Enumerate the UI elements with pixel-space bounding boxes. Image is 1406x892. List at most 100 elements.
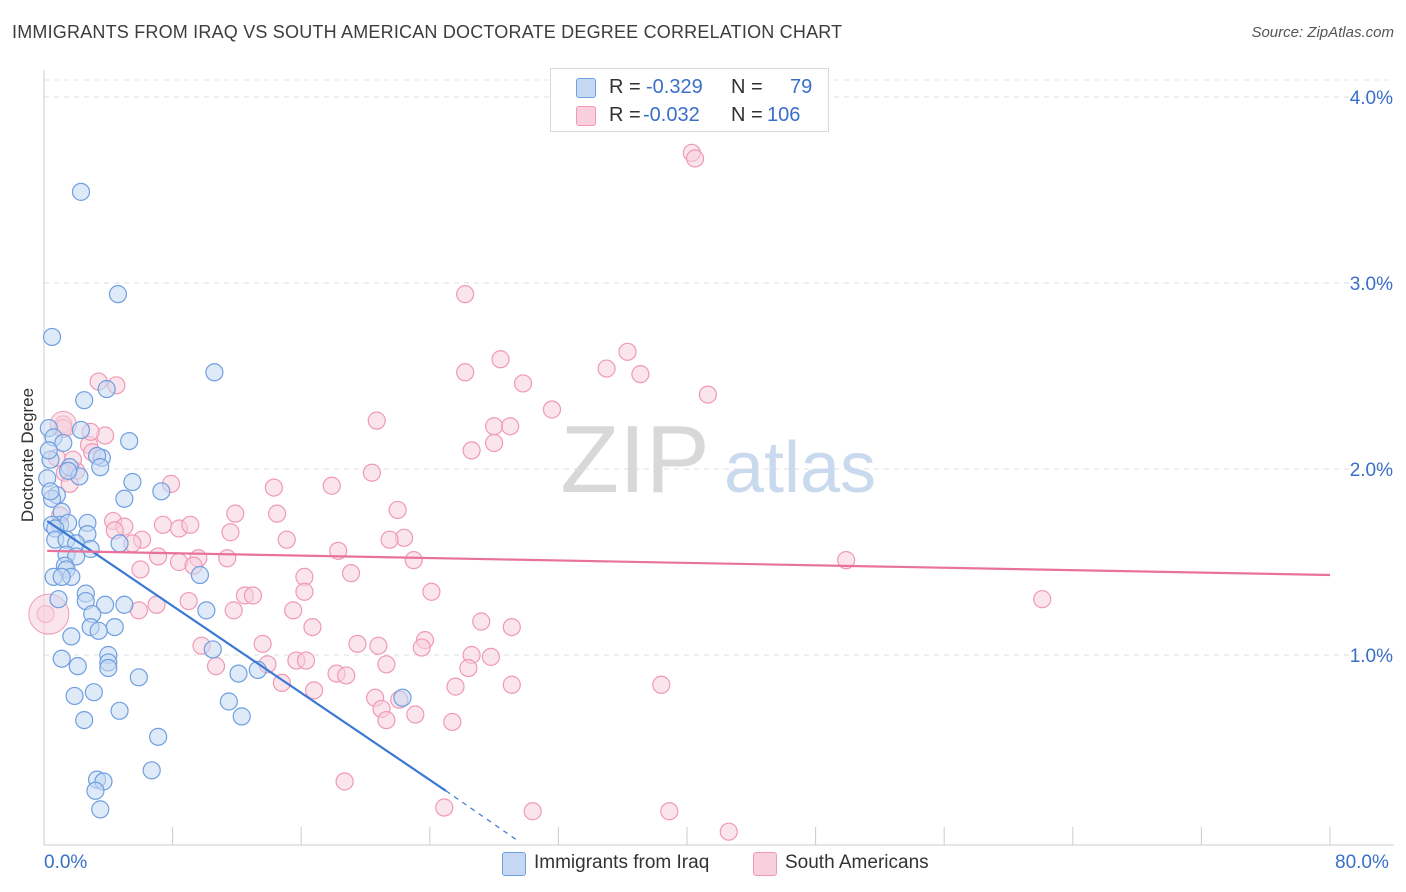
iraq-point <box>42 327 62 347</box>
south-american-point <box>501 417 520 436</box>
iraq-point <box>97 379 116 399</box>
south-american-point <box>322 476 341 495</box>
iraq-point <box>99 658 118 678</box>
iraq-point <box>229 664 248 683</box>
south-american-point <box>719 822 738 841</box>
iraq-point <box>115 595 134 614</box>
bottom-legend-label-south: South Americans <box>785 852 929 873</box>
south-american-point <box>380 530 399 549</box>
iraq-point <box>393 688 412 707</box>
south-american-point <box>369 636 388 655</box>
iraq-point <box>39 441 58 460</box>
south-american-point <box>367 411 386 430</box>
south-american-point <box>206 657 226 676</box>
y-tick-label: 1.0% <box>1350 646 1393 667</box>
south-american-point <box>253 634 272 653</box>
south-american-point <box>181 515 200 534</box>
iraq-point <box>219 692 238 711</box>
bottom-legend-swatch-iraq <box>502 852 526 876</box>
legend-n-value: 79 <box>790 76 813 98</box>
correlation-legend: R = -0.329 N = 79 R = -0.032 N = 106 <box>550 68 829 132</box>
south-american-point <box>224 601 243 620</box>
watermark-zip: ZIP <box>560 406 709 513</box>
chart-source: Source: ZipAtlas.com <box>1251 24 1394 41</box>
iraq-point <box>59 461 78 480</box>
y-tick-label: 4.0% <box>1350 88 1393 109</box>
south-american-point <box>472 612 491 631</box>
south-american-point <box>267 504 287 523</box>
legend-r-label: R = <box>609 76 641 98</box>
south-american-point <box>631 365 650 384</box>
iraq-point <box>65 686 84 706</box>
south-american-point <box>685 149 705 168</box>
south-american-point <box>179 591 198 611</box>
iraq-point <box>41 482 60 501</box>
south-american-point <box>462 441 481 460</box>
watermark-atlas: atlas <box>724 428 876 508</box>
iraq-point <box>197 601 216 620</box>
south-american-point <box>284 601 303 620</box>
iraq-point <box>52 567 71 586</box>
legend-r-value: -0.329 <box>646 76 703 98</box>
south-american-point <box>337 666 356 685</box>
iraq-point <box>205 363 224 382</box>
legend-n-value: 106 <box>767 104 801 126</box>
south-american-point <box>329 541 348 560</box>
south-american-point <box>443 712 462 732</box>
south-american-point <box>272 673 292 693</box>
south-american-point <box>131 560 150 579</box>
watermark: ZIP atlas <box>560 406 876 513</box>
south-american-point <box>264 478 283 497</box>
legend-row-iraq: R = -0.329 N = 79 <box>551 73 828 101</box>
south-american-point <box>296 651 316 670</box>
south-american-point <box>226 504 245 523</box>
south-american-point <box>523 802 542 821</box>
south-american-point <box>837 551 856 570</box>
south-american-point <box>348 634 367 653</box>
south-american-point <box>377 655 396 674</box>
south-american-point <box>406 705 425 724</box>
iraq-point <box>68 657 87 676</box>
south-american-point <box>456 363 475 382</box>
south-american-trend-line <box>47 549 1331 577</box>
iraq-point <box>71 420 91 440</box>
south-american-point <box>618 342 637 361</box>
iraq-point <box>149 727 168 746</box>
iraq-point <box>52 649 71 668</box>
south-american-point <box>149 547 168 566</box>
iraq-point <box>115 489 134 508</box>
south-american-point <box>485 433 504 453</box>
iraq-point <box>232 707 251 726</box>
legend-r-label: R = <box>609 104 641 126</box>
chart-title: IMMIGRANTS FROM IRAQ VS SOUTH AMERICAN D… <box>12 22 843 42</box>
south-american-point <box>660 802 679 821</box>
south-american-point <box>304 681 324 700</box>
iraq-point <box>110 701 129 720</box>
iraq-point <box>89 621 108 640</box>
south-american-point <box>422 582 441 601</box>
iraq-point <box>152 482 171 501</box>
south-american-point <box>502 617 521 637</box>
iraq-point <box>86 781 105 800</box>
iraq-point <box>84 683 103 702</box>
south-american-point <box>388 500 407 520</box>
south-american-point <box>597 359 616 378</box>
south-american-point <box>277 530 296 549</box>
south-american-point <box>435 798 454 817</box>
south-american-point <box>456 285 475 304</box>
legend-swatch-iraq <box>576 78 596 98</box>
iraq-point <box>62 627 81 646</box>
south-american-point <box>243 586 263 605</box>
south-american-point <box>652 675 671 694</box>
south-american-point <box>502 675 521 694</box>
south-american-point <box>221 523 240 542</box>
x-axis-min-label: 0.0% <box>44 852 88 873</box>
iraq-point <box>129 668 148 687</box>
south-american-point <box>485 417 504 436</box>
iraq-point <box>120 432 139 451</box>
iraq-point <box>108 285 128 304</box>
south-american-point <box>303 617 322 637</box>
south-american-point <box>446 677 465 696</box>
south-american-point <box>1033 590 1052 609</box>
south-american-point <box>412 638 431 657</box>
